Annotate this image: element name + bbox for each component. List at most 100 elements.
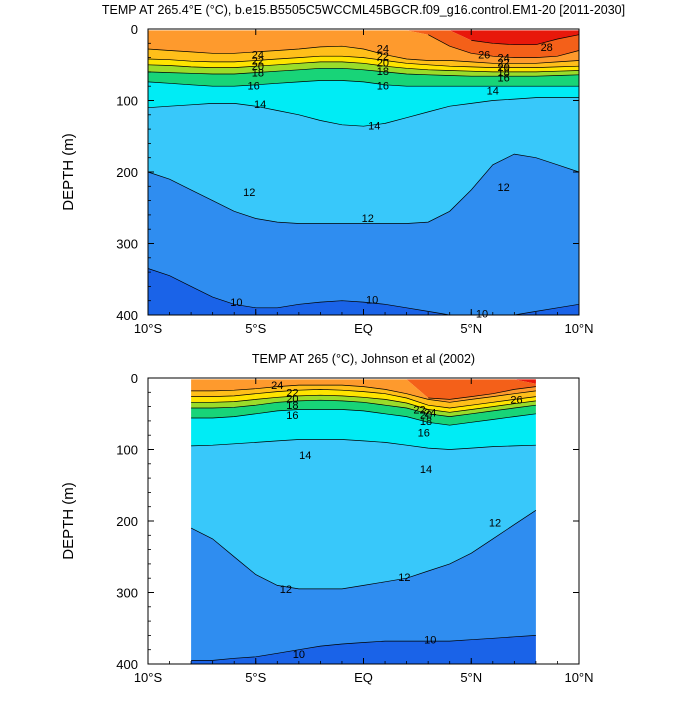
contour-label: 22 <box>413 405 425 417</box>
y-tick-label: 400 <box>116 308 138 323</box>
contour-label: 26 <box>510 394 522 406</box>
contour-label: 26 <box>478 50 490 62</box>
temperature-band <box>148 268 579 315</box>
isotherm-12 <box>190 510 537 590</box>
contour-label: 12 <box>280 584 292 596</box>
contour-label: 16 <box>418 427 430 439</box>
temperature-band <box>191 385 536 408</box>
contour-label: 20 <box>377 58 389 70</box>
contour-label: 10 <box>293 649 305 661</box>
isotherm-20 <box>147 61 580 73</box>
y-tick-label: 200 <box>116 165 138 180</box>
y-tick-label: 100 <box>116 94 138 109</box>
y-tick-label: 400 <box>116 657 138 672</box>
temperature-band <box>191 510 536 661</box>
contour-label: 16 <box>497 73 509 85</box>
contour-label: 24 <box>377 43 389 55</box>
isotherm-24 <box>147 45 580 64</box>
contour-label: 16 <box>377 81 389 93</box>
x-tick-label: 5°N <box>460 670 482 685</box>
temperature-band <box>148 30 579 58</box>
temperature-band <box>148 97 579 224</box>
isotherm-18 <box>191 399 536 417</box>
contour-label: 10 <box>366 294 378 306</box>
x-tick-label: 10°N <box>564 670 593 685</box>
y-axis-label: DEPTH (m) <box>60 482 77 560</box>
isotherm-24 <box>191 384 536 403</box>
contour-label: 18 <box>252 68 264 80</box>
contour-label: 18 <box>286 400 298 412</box>
contour-label: 22 <box>252 56 264 68</box>
temperature-band <box>148 154 579 315</box>
isotherm-26 <box>428 386 536 400</box>
contour-label: 22 <box>497 58 509 70</box>
isotherm-22 <box>147 55 580 68</box>
y-tick-label: 300 <box>116 237 138 252</box>
isotherm-20 <box>191 394 536 413</box>
y-tick-label: 100 <box>116 443 138 458</box>
isotherm-10 <box>191 635 536 661</box>
y-axis-label: DEPTH (m) <box>60 133 77 211</box>
contour-label: 14 <box>368 121 380 133</box>
temperature-band <box>191 439 536 589</box>
contour-label: 10 <box>230 297 242 309</box>
isotherm-12 <box>147 153 580 224</box>
contour-label: 14 <box>487 86 499 98</box>
isotherm-16 <box>147 80 579 87</box>
x-tick-label: 10°S <box>134 321 163 336</box>
x-tick-label: 10°S <box>134 670 163 685</box>
contour-label: 18 <box>420 416 432 428</box>
contour-label: 24 <box>497 53 509 65</box>
temperature-band <box>148 30 579 64</box>
chart-title: TEMP AT 265.4°E (°C), b.e15.B5505C5WCCML… <box>102 3 625 17</box>
y-tick-label: 0 <box>131 22 138 37</box>
isotherm-26 <box>428 34 580 58</box>
contour-label: 22 <box>377 51 389 63</box>
contour-label: 10 <box>424 635 436 647</box>
y-tick-label: 0 <box>131 371 138 386</box>
temperature-band <box>191 400 536 426</box>
contour-label: 20 <box>252 61 264 73</box>
isotherm-14 <box>191 439 536 450</box>
contour-label: 14 <box>299 450 311 462</box>
x-tick-label: EQ <box>354 670 373 685</box>
temperature-band <box>191 409 536 450</box>
contour-label: 16 <box>286 410 298 422</box>
panel-observations: 24222018161422201816242614121212101010°S… <box>60 352 594 685</box>
contour-label: 20 <box>420 410 432 422</box>
isotherm-14 <box>147 97 579 127</box>
contour-label: 14 <box>420 464 432 476</box>
contour-label: 20 <box>286 394 298 406</box>
contour-label: 28 <box>541 42 553 54</box>
y-tick-label: 200 <box>116 514 138 529</box>
temperature-band <box>191 389 536 413</box>
temperature-band <box>148 80 579 127</box>
contour-label: 24 <box>271 380 283 392</box>
contour-label: 20 <box>497 62 509 74</box>
isotherm-22 <box>191 389 536 409</box>
x-tick-label: 5°N <box>460 321 482 336</box>
x-tick-label: 10°N <box>564 321 593 336</box>
chart-title: TEMP AT 265 (°C), Johnson et al (2002) <box>252 352 475 366</box>
temperature-band <box>191 635 536 664</box>
contour-label: 12 <box>362 213 374 225</box>
temperature-band <box>191 379 536 403</box>
contour-label: 24 <box>424 407 436 419</box>
contour-label: 24 <box>252 50 264 62</box>
x-tick-label: 5°S <box>245 670 266 685</box>
contour-label: 14 <box>254 99 266 111</box>
y-tick-label: 300 <box>116 586 138 601</box>
x-tick-label: 5°S <box>245 321 266 336</box>
contour-label: 12 <box>398 572 410 584</box>
contour-label: 12 <box>497 182 509 194</box>
contour-label: 16 <box>247 81 259 93</box>
contour-label: 18 <box>497 67 509 79</box>
contour-label: 18 <box>377 66 389 78</box>
isotherm-18 <box>147 67 580 77</box>
temperature-band <box>148 56 579 72</box>
temperature-band <box>148 61 579 77</box>
temperature-band <box>191 395 536 417</box>
